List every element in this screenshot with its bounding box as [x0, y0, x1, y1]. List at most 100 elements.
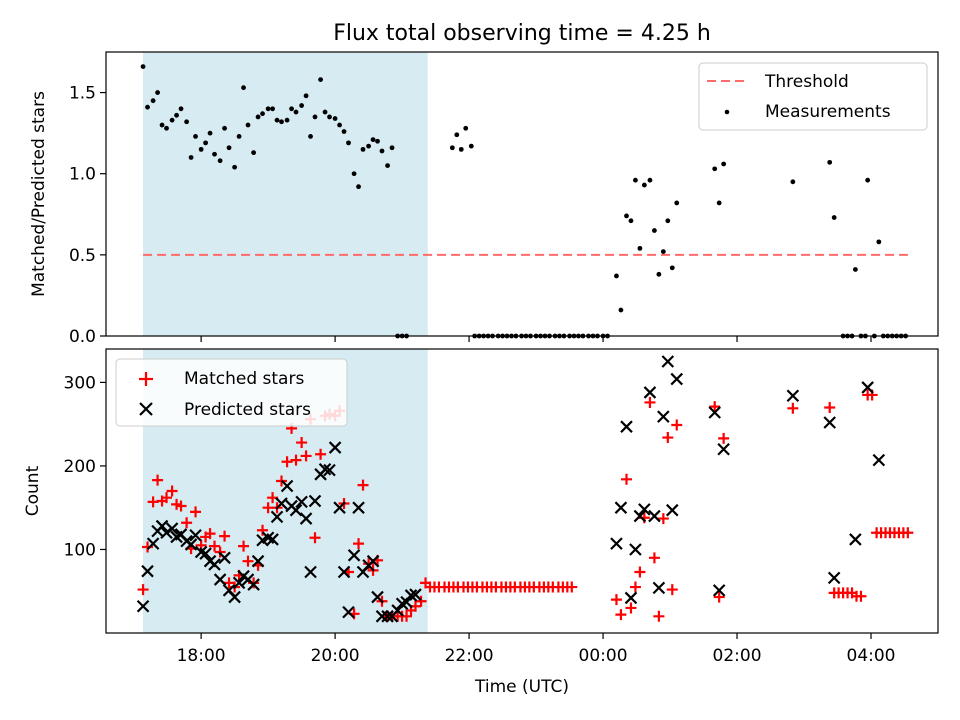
x-tick-label: 02:00: [713, 646, 762, 666]
measurement-point: [641, 182, 647, 188]
measurement-point: [299, 103, 305, 108]
measurement-point: [178, 106, 184, 112]
count-axes-frame: [105, 348, 939, 634]
measurement-point: [614, 273, 619, 279]
measurement-point: [155, 90, 160, 95]
matched-star-point: [662, 432, 674, 444]
predicted-star-point: [666, 503, 679, 517]
measurement-point: [827, 159, 833, 165]
x-tick-label: 04:00: [847, 646, 896, 666]
measurement-point: [203, 140, 208, 146]
predicted-star-point: [266, 533, 279, 546]
measurement-point: [656, 271, 662, 277]
ratio-legend: Threshold Measurements: [698, 62, 928, 131]
figure-title: Flux total observing time = 4.25 h: [333, 21, 711, 46]
predicted-star-point: [652, 581, 666, 595]
matched-star-point: [353, 538, 365, 550]
predicted-star-point: [648, 509, 661, 523]
predicted-star-point: [247, 578, 260, 591]
measurement-point: [212, 151, 217, 157]
measurement-point: [312, 114, 318, 120]
predicted-star-point: [717, 442, 730, 456]
measurement-point: [217, 158, 223, 164]
predicted-star-point: [661, 355, 675, 368]
count-legend-box: [115, 358, 348, 427]
measurement-point: [188, 155, 194, 160]
measurement-point: [207, 130, 213, 136]
measurement-point: [652, 228, 657, 233]
predicted-star-point: [643, 386, 657, 399]
measurement-point: [375, 138, 380, 144]
matched-star-point: [718, 432, 730, 444]
predicted-star-point: [308, 494, 322, 508]
predicted-star-point: [638, 503, 651, 516]
measurement-point: [876, 239, 882, 245]
matched-star-point: [634, 566, 646, 578]
predicted-star-point: [304, 565, 317, 579]
matched-star-point: [566, 581, 578, 593]
predicted-star-point: [342, 605, 355, 619]
measurement-point: [318, 77, 323, 82]
matched-star-point: [300, 450, 312, 462]
matched-star-point: [166, 485, 178, 497]
measurement-point: [241, 85, 246, 91]
measurement-point: [193, 133, 198, 139]
y-tick-label: 0.5: [69, 246, 96, 266]
measurement-point: [379, 148, 385, 154]
predicted-star-point: [786, 389, 800, 403]
measurement-point: [660, 249, 666, 255]
x-tick-label: 20:00: [311, 646, 360, 666]
ratio-axes-frame: [105, 51, 939, 337]
measurement-point: [308, 133, 313, 139]
ratio-x-ticks: [200, 336, 872, 342]
measurement-point: [232, 164, 238, 170]
ratio-y-axis-label: Matched/Predicted stars: [29, 91, 49, 297]
measurement-point: [385, 163, 390, 169]
predicted-star-point: [275, 497, 288, 510]
matched-star-point: [657, 513, 669, 525]
x-tick-label: 00:00: [579, 646, 628, 666]
predicted-star-point: [712, 584, 726, 597]
predicted-star-point: [861, 381, 874, 394]
x-tick-label: 22:00: [445, 646, 494, 666]
measurement-point: [337, 122, 342, 128]
predicted-star-point: [620, 420, 633, 433]
measurement-point: [260, 111, 265, 117]
predicted-star-point: [328, 441, 342, 454]
y-tick-label: 1.0: [69, 165, 96, 185]
measurement-point: [389, 145, 395, 151]
matched-star-point: [190, 506, 202, 518]
measurement-point: [255, 114, 261, 120]
measurement-point: [463, 125, 469, 131]
matched-star-point: [401, 610, 413, 622]
matched-star-point: [175, 500, 187, 512]
predicted-star-point: [404, 589, 418, 602]
predicted-star-point: [251, 554, 265, 568]
predicted-star-point: [337, 565, 351, 579]
measurement-point: [169, 117, 175, 123]
predicted-star-point: [381, 610, 394, 623]
measurement-point: [150, 98, 156, 104]
measurement-point: [458, 146, 464, 152]
predicted-star-point: [849, 533, 862, 546]
measurement-point: [449, 145, 455, 151]
predicted-star-point: [823, 416, 836, 429]
predicted-star-point: [629, 543, 642, 556]
measurement-point: [198, 146, 204, 152]
x-tick-label: 18:00: [177, 646, 226, 666]
matched-star-point: [787, 402, 799, 414]
predicted-star-point: [614, 501, 628, 514]
matched-star-point: [242, 555, 254, 567]
measurement-point: [618, 307, 624, 313]
predicted-star-point: [146, 537, 160, 550]
matched-star-point: [621, 473, 633, 485]
predicted-star-point: [371, 590, 384, 604]
measurement-point: [790, 179, 796, 185]
matched-star-point: [204, 528, 216, 540]
matched-star-point: [223, 577, 235, 589]
matched-star-point: [666, 584, 678, 596]
predicted-star-point: [352, 501, 365, 514]
legend-predicted-label: Predicted stars: [184, 400, 311, 420]
predicted-star-point: [366, 554, 380, 568]
matched-star-point: [855, 590, 867, 602]
